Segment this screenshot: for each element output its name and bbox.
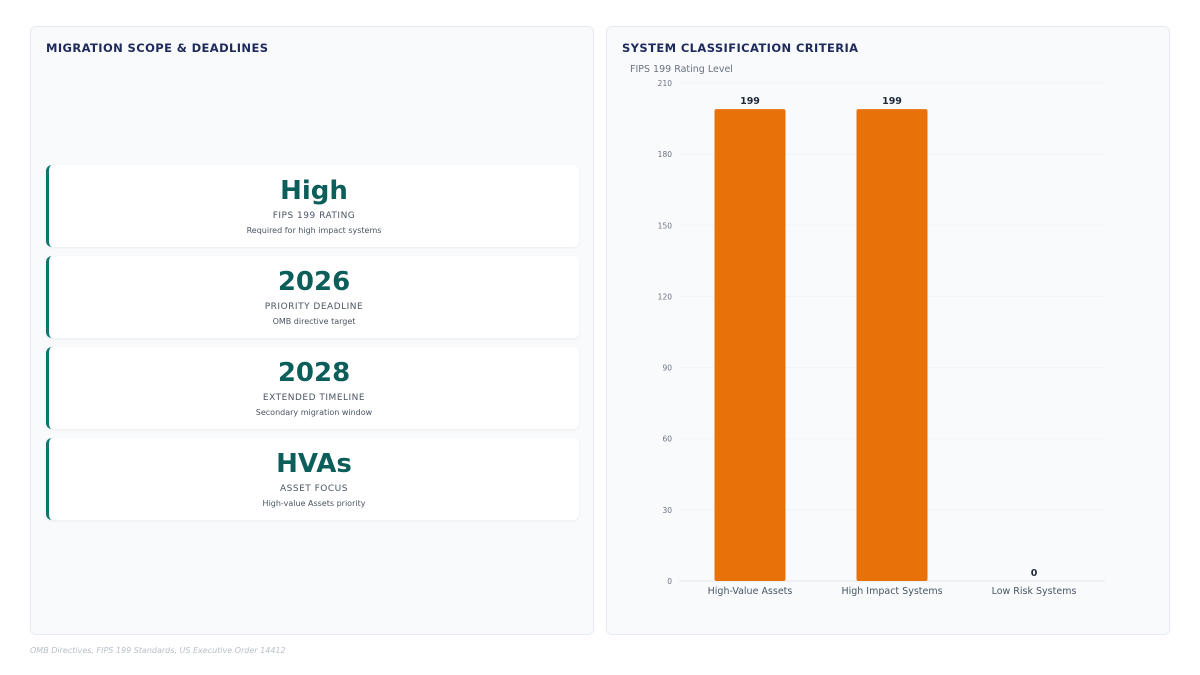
y-tick-label: 90 xyxy=(662,364,672,373)
y-axis-label: FIPS 199 Rating Level xyxy=(630,64,733,75)
bar xyxy=(856,109,928,581)
stat-card-priority-deadline: 2026 PRIORITY DEADLINE OMB directive tar… xyxy=(46,256,579,338)
x-tick-label: Low Risk Systems xyxy=(992,586,1077,597)
system-classification-panel: SYSTEM CLASSIFICATION CRITERIA FIPS 199 … xyxy=(606,26,1170,635)
y-tick-label: 60 xyxy=(662,435,672,444)
stat-card-description: High-value Assets priority xyxy=(262,499,366,508)
stat-card-description: Required for high impact systems xyxy=(246,226,382,235)
y-tick-label: 30 xyxy=(662,506,672,515)
bars xyxy=(714,109,928,581)
y-tick-label: 150 xyxy=(658,221,673,230)
stat-card-label: EXTENDED TIMELINE xyxy=(262,393,366,403)
stat-card-description: Secondary migration window xyxy=(255,408,373,417)
y-tick-label: 180 xyxy=(658,150,673,159)
stat-card-value: HVAs xyxy=(276,449,352,479)
bar-value-label: 199 xyxy=(882,96,902,107)
stat-card-label: PRIORITY DEADLINE xyxy=(264,302,364,312)
bar-value-label: 199 xyxy=(740,96,760,107)
y-tick-label: 120 xyxy=(658,292,673,301)
y-tick-labels: 0 30 60 90 120 150 180 210 xyxy=(658,79,673,586)
source-footnote: OMB Directives, FIPS 199 Standards, US E… xyxy=(30,646,286,655)
x-tick-label: High Impact Systems xyxy=(841,586,942,597)
stat-card-value: High xyxy=(280,176,348,206)
data-labels: 199 199 0 xyxy=(740,96,1038,579)
system-classification-title: SYSTEM CLASSIFICATION CRITERIA xyxy=(622,41,859,55)
stat-card-value: 2026 xyxy=(277,267,351,297)
y-tick-label: 0 xyxy=(667,577,672,586)
stat-card-asset-focus: HVAs ASSET FOCUS High-value Assets prior… xyxy=(46,438,579,520)
classification-bar-chart: FIPS 199 Rating Level 0 30 60 90 120 150 180 21… xyxy=(630,64,1105,597)
bar xyxy=(714,109,786,581)
stat-card-value: 2028 xyxy=(277,358,351,388)
stat-card-extended-timeline: 2028 EXTENDED TIMELINE Secondary migrati… xyxy=(46,347,579,429)
stat-card-label: ASSET FOCUS xyxy=(280,484,348,494)
stat-card-label: FIPS 199 RATING xyxy=(272,211,356,221)
x-tick-labels: High-Value Assets High Impact Systems Low … xyxy=(708,586,1077,597)
migration-scope-title: MIGRATION SCOPE & DEADLINES xyxy=(46,41,269,55)
y-tick-label: 210 xyxy=(658,79,673,88)
stat-card-fips-rating: High FIPS 199 RATING Required for high i… xyxy=(46,165,579,247)
x-tick-label: High-Value Assets xyxy=(708,586,793,597)
migration-scope-panel: MIGRATION SCOPE & DEADLINES High FIPS 19… xyxy=(30,26,594,635)
stat-cards: High FIPS 199 RATING Required for high i… xyxy=(46,165,579,529)
bar-value-label: 0 xyxy=(1031,568,1038,579)
stat-card-description: OMB directive target xyxy=(272,317,356,326)
